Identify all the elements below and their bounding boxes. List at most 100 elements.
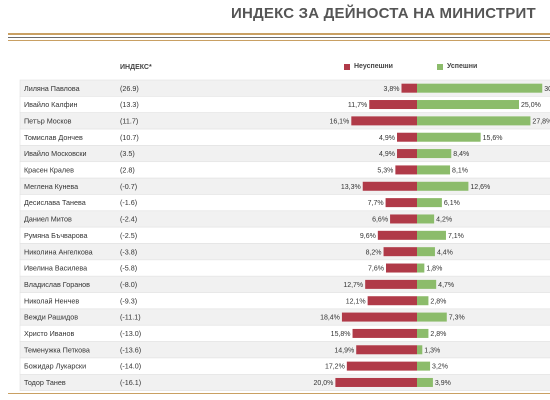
bar-unsuccessful xyxy=(335,377,417,387)
bar-successful xyxy=(417,198,442,208)
minister-name: Владислав Горанов xyxy=(24,280,90,289)
minister-name: Даниел Митов xyxy=(24,215,72,224)
minister-name: Теменужка Петкова xyxy=(24,345,90,354)
bar-unsuccessful xyxy=(362,181,417,191)
bar-unsuccessful xyxy=(401,83,417,93)
minister-name: Лиляна Павлова xyxy=(24,84,80,93)
table-row xyxy=(19,259,550,277)
index-value: (2.8) xyxy=(120,166,135,175)
data-label-unsuccessful: 3,8% xyxy=(384,86,400,93)
bar-successful xyxy=(417,165,451,175)
data-label-successful: 1,8% xyxy=(426,266,442,273)
index-value: (-5.8) xyxy=(120,264,137,273)
table-row xyxy=(19,210,550,228)
minister-name: Ивелина Василева xyxy=(24,264,87,273)
bar-unsuccessful xyxy=(346,361,417,371)
table-row xyxy=(19,324,550,342)
data-label-successful: 8,1% xyxy=(452,168,468,175)
bar-unsuccessful xyxy=(356,345,417,355)
data-label-successful: 2,8% xyxy=(430,331,446,338)
bar-unsuccessful xyxy=(397,149,417,159)
bar-successful xyxy=(417,132,481,142)
minister-name: Тодор Танев xyxy=(24,378,66,387)
minister-name: Меглена Кунева xyxy=(24,182,78,191)
index-value: (3.5) xyxy=(120,149,135,158)
bottom-divider xyxy=(8,393,550,394)
data-label-successful: 12,6% xyxy=(470,184,490,191)
bar-successful xyxy=(417,247,435,257)
bar-successful xyxy=(417,328,429,338)
data-label-successful: 3,2% xyxy=(432,364,448,371)
data-label-unsuccessful: 12,1% xyxy=(346,298,366,305)
data-label-unsuccessful: 7,7% xyxy=(368,200,384,207)
bar-unsuccessful xyxy=(351,116,417,126)
legend-item-unsuccessful: Неуспешни xyxy=(344,63,393,70)
legend-label-unsuccessful: Неуспешни xyxy=(354,63,393,70)
table-row xyxy=(19,308,550,326)
index-value: (-2.4) xyxy=(120,215,137,224)
bar-successful xyxy=(417,116,531,126)
minister-name: Десислава Танева xyxy=(24,198,86,207)
bar-unsuccessful xyxy=(369,100,417,110)
index-value: (13.3) xyxy=(120,100,139,109)
data-label-unsuccessful: 6,6% xyxy=(372,217,388,224)
table-row xyxy=(19,243,550,261)
index-value: (-9.3) xyxy=(120,296,137,305)
index-value: (-0.7) xyxy=(120,182,137,191)
data-label-unsuccessful: 5,3% xyxy=(377,168,393,175)
minister-name: Божидар Лукарски xyxy=(24,362,86,371)
bar-unsuccessful xyxy=(395,165,417,175)
data-label-successful: 27,8% xyxy=(532,118,550,125)
data-label-successful: 4,7% xyxy=(438,282,454,289)
index-value: (-16.1) xyxy=(120,378,141,387)
title-divider xyxy=(8,33,550,35)
data-label-successful: 1,3% xyxy=(424,347,440,354)
minister-name: Ивайло Московски xyxy=(24,149,87,158)
data-label-unsuccessful: 13,3% xyxy=(341,184,361,191)
minister-name: Томислав Дончев xyxy=(24,133,83,142)
data-label-unsuccessful: 18,4% xyxy=(320,315,340,322)
index-value: (10.7) xyxy=(120,133,139,142)
minister-name: Румяна Бъчварова xyxy=(24,231,88,240)
minister-name: Красен Кралев xyxy=(24,166,74,175)
page-title: ИНДЕКС ЗА ДЕЙНОСТА НА МИНИСТРИТ xyxy=(231,5,536,22)
table-row xyxy=(19,145,550,163)
data-label-successful: 7,1% xyxy=(448,233,464,240)
minister-name: Ивайло Калфин xyxy=(24,100,77,109)
data-label-unsuccessful: 7,6% xyxy=(368,266,384,273)
bar-successful xyxy=(417,214,435,224)
table-row xyxy=(19,194,550,212)
index-value: (-11.1) xyxy=(120,313,141,322)
table-row xyxy=(19,226,550,244)
bar-unsuccessful xyxy=(367,296,417,306)
index-value: (-13.6) xyxy=(120,345,141,354)
data-label-successful: 7,3% xyxy=(449,315,465,322)
bar-successful xyxy=(417,263,425,273)
title-divider xyxy=(8,40,550,41)
bar-unsuccessful xyxy=(352,328,417,338)
index-value: (-13.0) xyxy=(120,329,141,338)
bar-unsuccessful xyxy=(377,230,417,240)
bar-unsuccessful xyxy=(341,312,417,322)
legend-label-successful: Успешни xyxy=(447,63,478,70)
index-value: (-2.5) xyxy=(120,231,137,240)
data-label-unsuccessful: 11,7% xyxy=(348,102,367,109)
data-label-successful: 4,4% xyxy=(437,249,453,256)
bar-unsuccessful xyxy=(385,198,417,208)
data-label-successful: 30,7% xyxy=(544,86,550,93)
data-label-successful: 15,6% xyxy=(483,135,503,142)
minister-name: Николина Ангелкова xyxy=(24,247,93,256)
data-label-successful: 2,8% xyxy=(430,298,446,305)
minister-name: Вежди Рашидов xyxy=(24,313,78,322)
data-label-successful: 3,9% xyxy=(435,380,451,387)
data-label-unsuccessful: 15,8% xyxy=(331,331,351,338)
data-label-unsuccessful: 4,9% xyxy=(379,135,395,142)
table-row xyxy=(19,292,550,310)
data-label-unsuccessful: 8,2% xyxy=(366,249,382,256)
index-value: (-8.0) xyxy=(120,280,137,289)
data-label-unsuccessful: 14,9% xyxy=(334,347,354,354)
data-label-unsuccessful: 20,0% xyxy=(314,380,334,387)
title-divider xyxy=(8,37,550,38)
minister-name: Христо Иванов xyxy=(24,329,74,338)
bar-successful xyxy=(417,149,452,159)
